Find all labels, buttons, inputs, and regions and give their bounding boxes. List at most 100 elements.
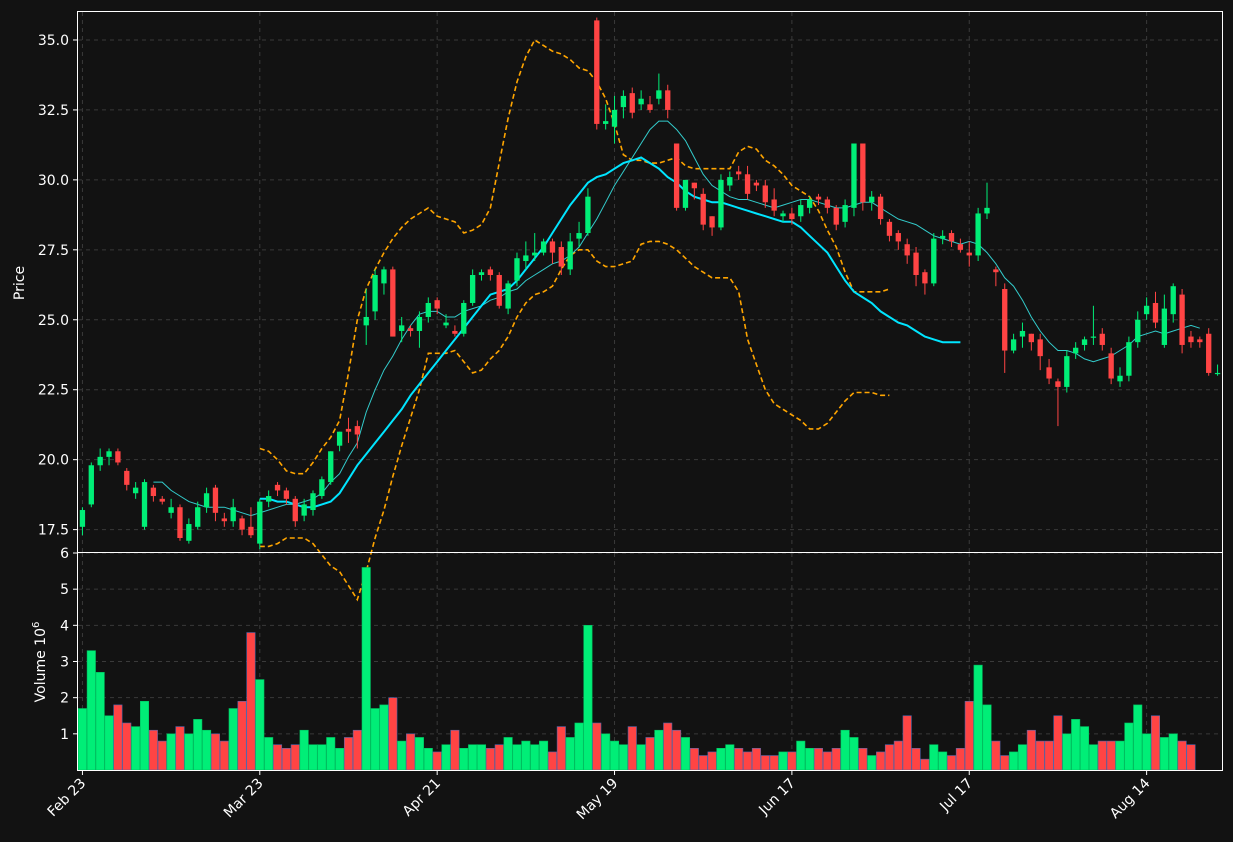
candle-body — [487, 269, 494, 276]
volume-bar — [751, 747, 761, 771]
candle-body — [257, 501, 263, 544]
volume-bar — [122, 722, 132, 771]
candle-body — [212, 487, 219, 513]
volume-bar — [281, 747, 291, 771]
candle-body — [124, 470, 130, 485]
volume-bar — [1026, 729, 1036, 771]
candle-body — [682, 179, 689, 208]
candle-body — [1055, 381, 1061, 387]
volume-bar — [432, 751, 442, 771]
candle-body — [656, 90, 662, 99]
candle-body — [132, 487, 139, 494]
candle-body — [736, 171, 742, 175]
volume-bar — [592, 722, 602, 771]
candle-body — [833, 207, 839, 225]
volume-bar — [840, 729, 850, 771]
candle-body — [1135, 319, 1141, 343]
volume-y-axis: 1 2 3 4 5 6 — [60, 546, 78, 743]
volume-bar — [654, 729, 664, 771]
volume-bar — [237, 700, 247, 771]
volume-bar — [86, 650, 96, 771]
candle-body — [177, 507, 183, 539]
volume-bar — [884, 744, 894, 771]
candle-body — [354, 426, 361, 435]
volume-bar — [1133, 704, 1143, 771]
candle-body — [1214, 372, 1221, 375]
candle-body — [115, 451, 121, 463]
candle-body — [88, 465, 94, 505]
volume-bar — [104, 715, 114, 771]
volume-bar — [947, 755, 957, 771]
candle-body — [1197, 339, 1203, 343]
candle-body — [505, 283, 511, 309]
price-tick-label: 30.0 — [38, 173, 69, 189]
volume-tick-label: 1 — [60, 727, 69, 743]
candle-body — [514, 258, 520, 281]
candle-body — [310, 493, 316, 511]
candle-body — [620, 95, 627, 108]
volume-bar — [450, 729, 460, 771]
candle-body — [532, 252, 538, 256]
candle-body — [895, 233, 901, 242]
volume-bar — [273, 744, 283, 771]
volume-bar — [379, 704, 389, 771]
volume-bar — [689, 747, 699, 771]
volume-bar — [725, 744, 735, 771]
volume-bar — [530, 744, 540, 771]
candle-body — [1081, 339, 1088, 345]
volume-bar — [1088, 744, 1098, 771]
candle-body — [1188, 336, 1194, 343]
candle-body — [443, 322, 449, 326]
candle-body — [993, 269, 999, 273]
candle-body — [372, 275, 378, 312]
price-y-axis: 17.5 20.0 22.5 25.0 27.5 30.0 32.5 35.0 — [38, 33, 78, 539]
volume-bar — [867, 755, 877, 771]
volume-tick-label: 4 — [60, 618, 69, 634]
volume-bar — [166, 733, 176, 771]
volume-bar — [672, 729, 682, 771]
candle-body — [195, 507, 201, 527]
candle-body — [336, 431, 343, 446]
volume-tick-label: 2 — [60, 691, 69, 707]
candle-body — [638, 98, 644, 105]
candle-body — [381, 269, 387, 284]
candle-body — [319, 479, 325, 497]
volume-bar — [468, 744, 478, 771]
candle-body — [221, 518, 227, 522]
volume-bar — [1000, 755, 1010, 771]
candle-body — [399, 325, 405, 331]
volume-bar — [698, 755, 708, 771]
candle-body — [727, 177, 733, 186]
volume-bar — [1159, 737, 1169, 771]
volume-bar — [991, 740, 1001, 771]
candle-body — [567, 241, 573, 270]
volume-bar — [361, 567, 371, 771]
candle-body — [913, 252, 919, 276]
volume-bars — [77, 567, 1196, 771]
candle-body — [540, 241, 547, 253]
volume-bar — [175, 726, 185, 771]
volume-bar — [743, 751, 753, 771]
volume-bar — [326, 737, 336, 771]
volume-bar — [503, 737, 513, 771]
candle-body — [780, 213, 786, 217]
volume-bar — [423, 747, 433, 771]
candle-body — [1046, 367, 1052, 379]
candle-body — [869, 196, 875, 203]
volume-bar — [760, 755, 770, 771]
candle-body — [753, 182, 760, 186]
candle-body — [886, 221, 893, 236]
candlesticks — [79, 17, 1221, 550]
volume-bar — [512, 744, 522, 771]
candle-body — [1073, 347, 1079, 354]
price-tick-label: 25.0 — [38, 313, 69, 329]
volume-bar — [680, 737, 690, 771]
candle-body — [416, 316, 423, 331]
price-tick-label: 35.0 — [38, 33, 69, 49]
price-axis-title: Price — [12, 266, 28, 300]
volume-bar — [77, 708, 87, 771]
volume-bar — [1017, 744, 1027, 771]
candle-body — [1099, 333, 1105, 345]
volume-bar — [707, 751, 717, 771]
candle-body — [762, 185, 768, 203]
